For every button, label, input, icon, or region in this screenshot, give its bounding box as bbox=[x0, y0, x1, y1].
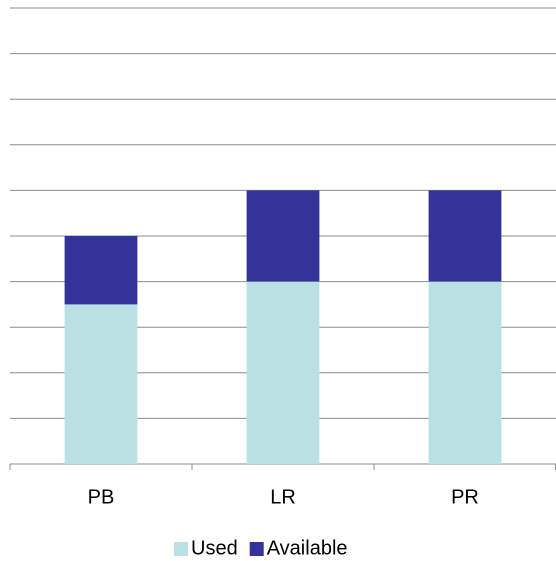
bar-segment bbox=[246, 281, 320, 464]
bar-segment bbox=[246, 190, 320, 282]
x-tick-label: PB bbox=[88, 486, 115, 508]
bar-segment bbox=[64, 304, 138, 464]
bar-segment bbox=[64, 236, 138, 305]
legend-label: Available bbox=[267, 537, 348, 559]
legend-swatch bbox=[174, 542, 188, 556]
legend-swatch bbox=[249, 542, 264, 556]
x-tick-label: PR bbox=[451, 486, 479, 508]
bar-segment bbox=[428, 281, 502, 464]
x-tick-label: LR bbox=[270, 486, 296, 508]
bar-segment bbox=[428, 190, 502, 282]
legend-label: Used bbox=[191, 537, 238, 559]
